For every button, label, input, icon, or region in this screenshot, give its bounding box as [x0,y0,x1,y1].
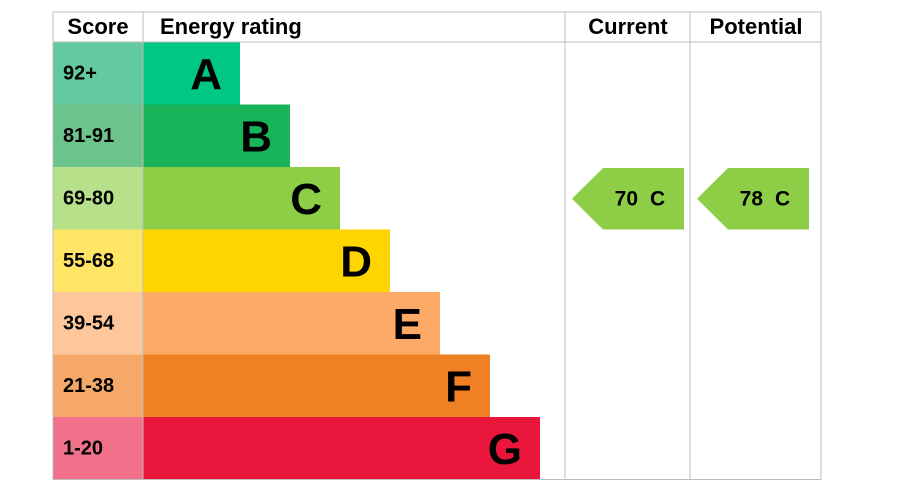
band-letter: A [190,50,222,99]
score-label: 39-54 [63,313,115,335]
score-label: 21-38 [63,375,114,397]
rating-bar [143,417,540,480]
header-current: Current [588,14,668,39]
rating-bar [143,167,340,230]
current-letter: C [650,187,665,210]
score-cell [53,104,143,167]
rating-bar [143,229,390,292]
header-potential: Potential [710,14,803,39]
band-letter: G [488,425,522,474]
potential-arrow [697,168,809,230]
band-letter: F [445,362,472,411]
rating-bar [143,104,290,167]
header-score: Score [67,14,128,39]
score-cell [53,354,143,417]
score-label: 1-20 [63,438,103,460]
score-label: 69-80 [63,188,114,210]
score-label: 81-91 [63,125,114,147]
current-value: 70 [615,187,638,210]
potential-value: 78 [740,187,764,210]
potential-letter: C [775,187,790,210]
header-rating: Energy rating [160,14,302,39]
band-letter: B [240,112,272,161]
score-label: 92+ [63,63,97,85]
table-border [52,11,822,480]
score-cell [53,292,143,355]
rating-bar [143,354,490,417]
score-cell [53,229,143,292]
score-cell [53,417,143,480]
score-cell [53,167,143,230]
rating-bar [143,292,440,355]
score-label: 55-68 [63,250,114,272]
band-letter: E [393,300,422,349]
current-arrow [572,168,684,230]
band-letter: C [290,175,322,224]
score-cell [53,42,143,105]
band-letter: D [340,237,372,286]
rating-bar [143,42,240,105]
